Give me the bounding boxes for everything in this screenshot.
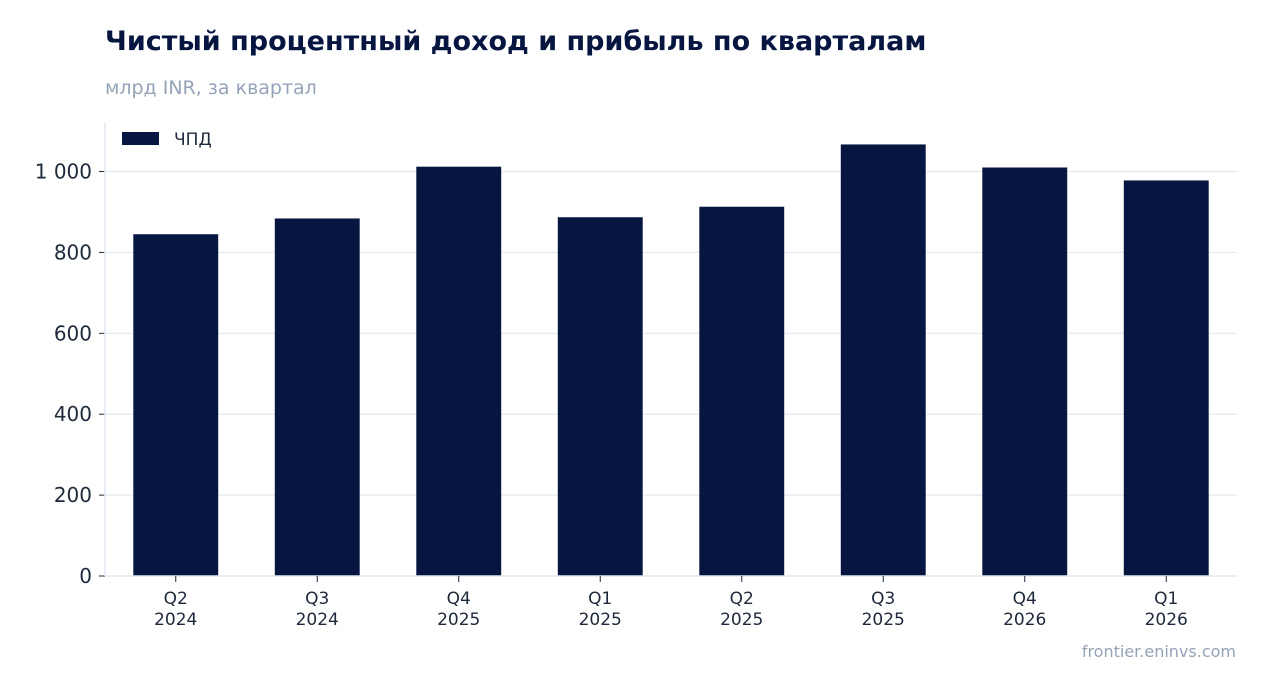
y-tick-label: 800 (54, 240, 92, 264)
bar (1123, 180, 1209, 576)
bar (557, 217, 643, 576)
x-tick-label-year: 2025 (862, 610, 905, 630)
chart-subtitle: млрд INR, за квартал (105, 77, 317, 99)
bar (416, 166, 502, 577)
y-tick-label: 1 000 (35, 160, 92, 184)
x-tick-label-year: 2024 (296, 610, 339, 630)
x-tick-label-quarter: Q3 (305, 589, 329, 609)
x-tick-label-quarter: Q2 (164, 589, 188, 609)
x-tick-label-quarter: Q1 (588, 589, 612, 609)
source-label: frontier.eninvs.com (1081, 642, 1236, 661)
bar (699, 206, 785, 576)
y-tick-label: 600 (54, 321, 92, 345)
x-tick-label-quarter: Q2 (730, 589, 754, 609)
bar (982, 167, 1068, 576)
bars (133, 144, 1209, 577)
y-tick-label: 400 (54, 402, 92, 426)
chart-title: Чистый процентный доход и прибыль по ква… (105, 26, 927, 57)
legend-swatch (122, 132, 159, 145)
x-tick-label-year: 2025 (579, 610, 622, 630)
bar (840, 144, 926, 577)
legend-label: ЧПД (174, 130, 212, 150)
legend: ЧПД (122, 130, 212, 150)
x-tick-label-year: 2024 (154, 610, 197, 630)
x-tick-label-quarter: Q1 (1154, 589, 1178, 609)
x-tick-label-quarter: Q4 (1013, 589, 1037, 609)
x-tick-label-year: 2026 (1003, 610, 1046, 630)
y-tick-label: 0 (79, 564, 92, 588)
x-tick-label-year: 2026 (1145, 610, 1188, 630)
x-tick-label-year: 2025 (720, 610, 763, 630)
x-tick-label-year: 2025 (437, 610, 480, 630)
y-tick-label: 200 (54, 483, 92, 507)
bar (274, 218, 360, 577)
x-tick-label-quarter: Q4 (447, 589, 471, 609)
x-tick-label-quarter: Q3 (871, 589, 895, 609)
bar (133, 234, 219, 577)
